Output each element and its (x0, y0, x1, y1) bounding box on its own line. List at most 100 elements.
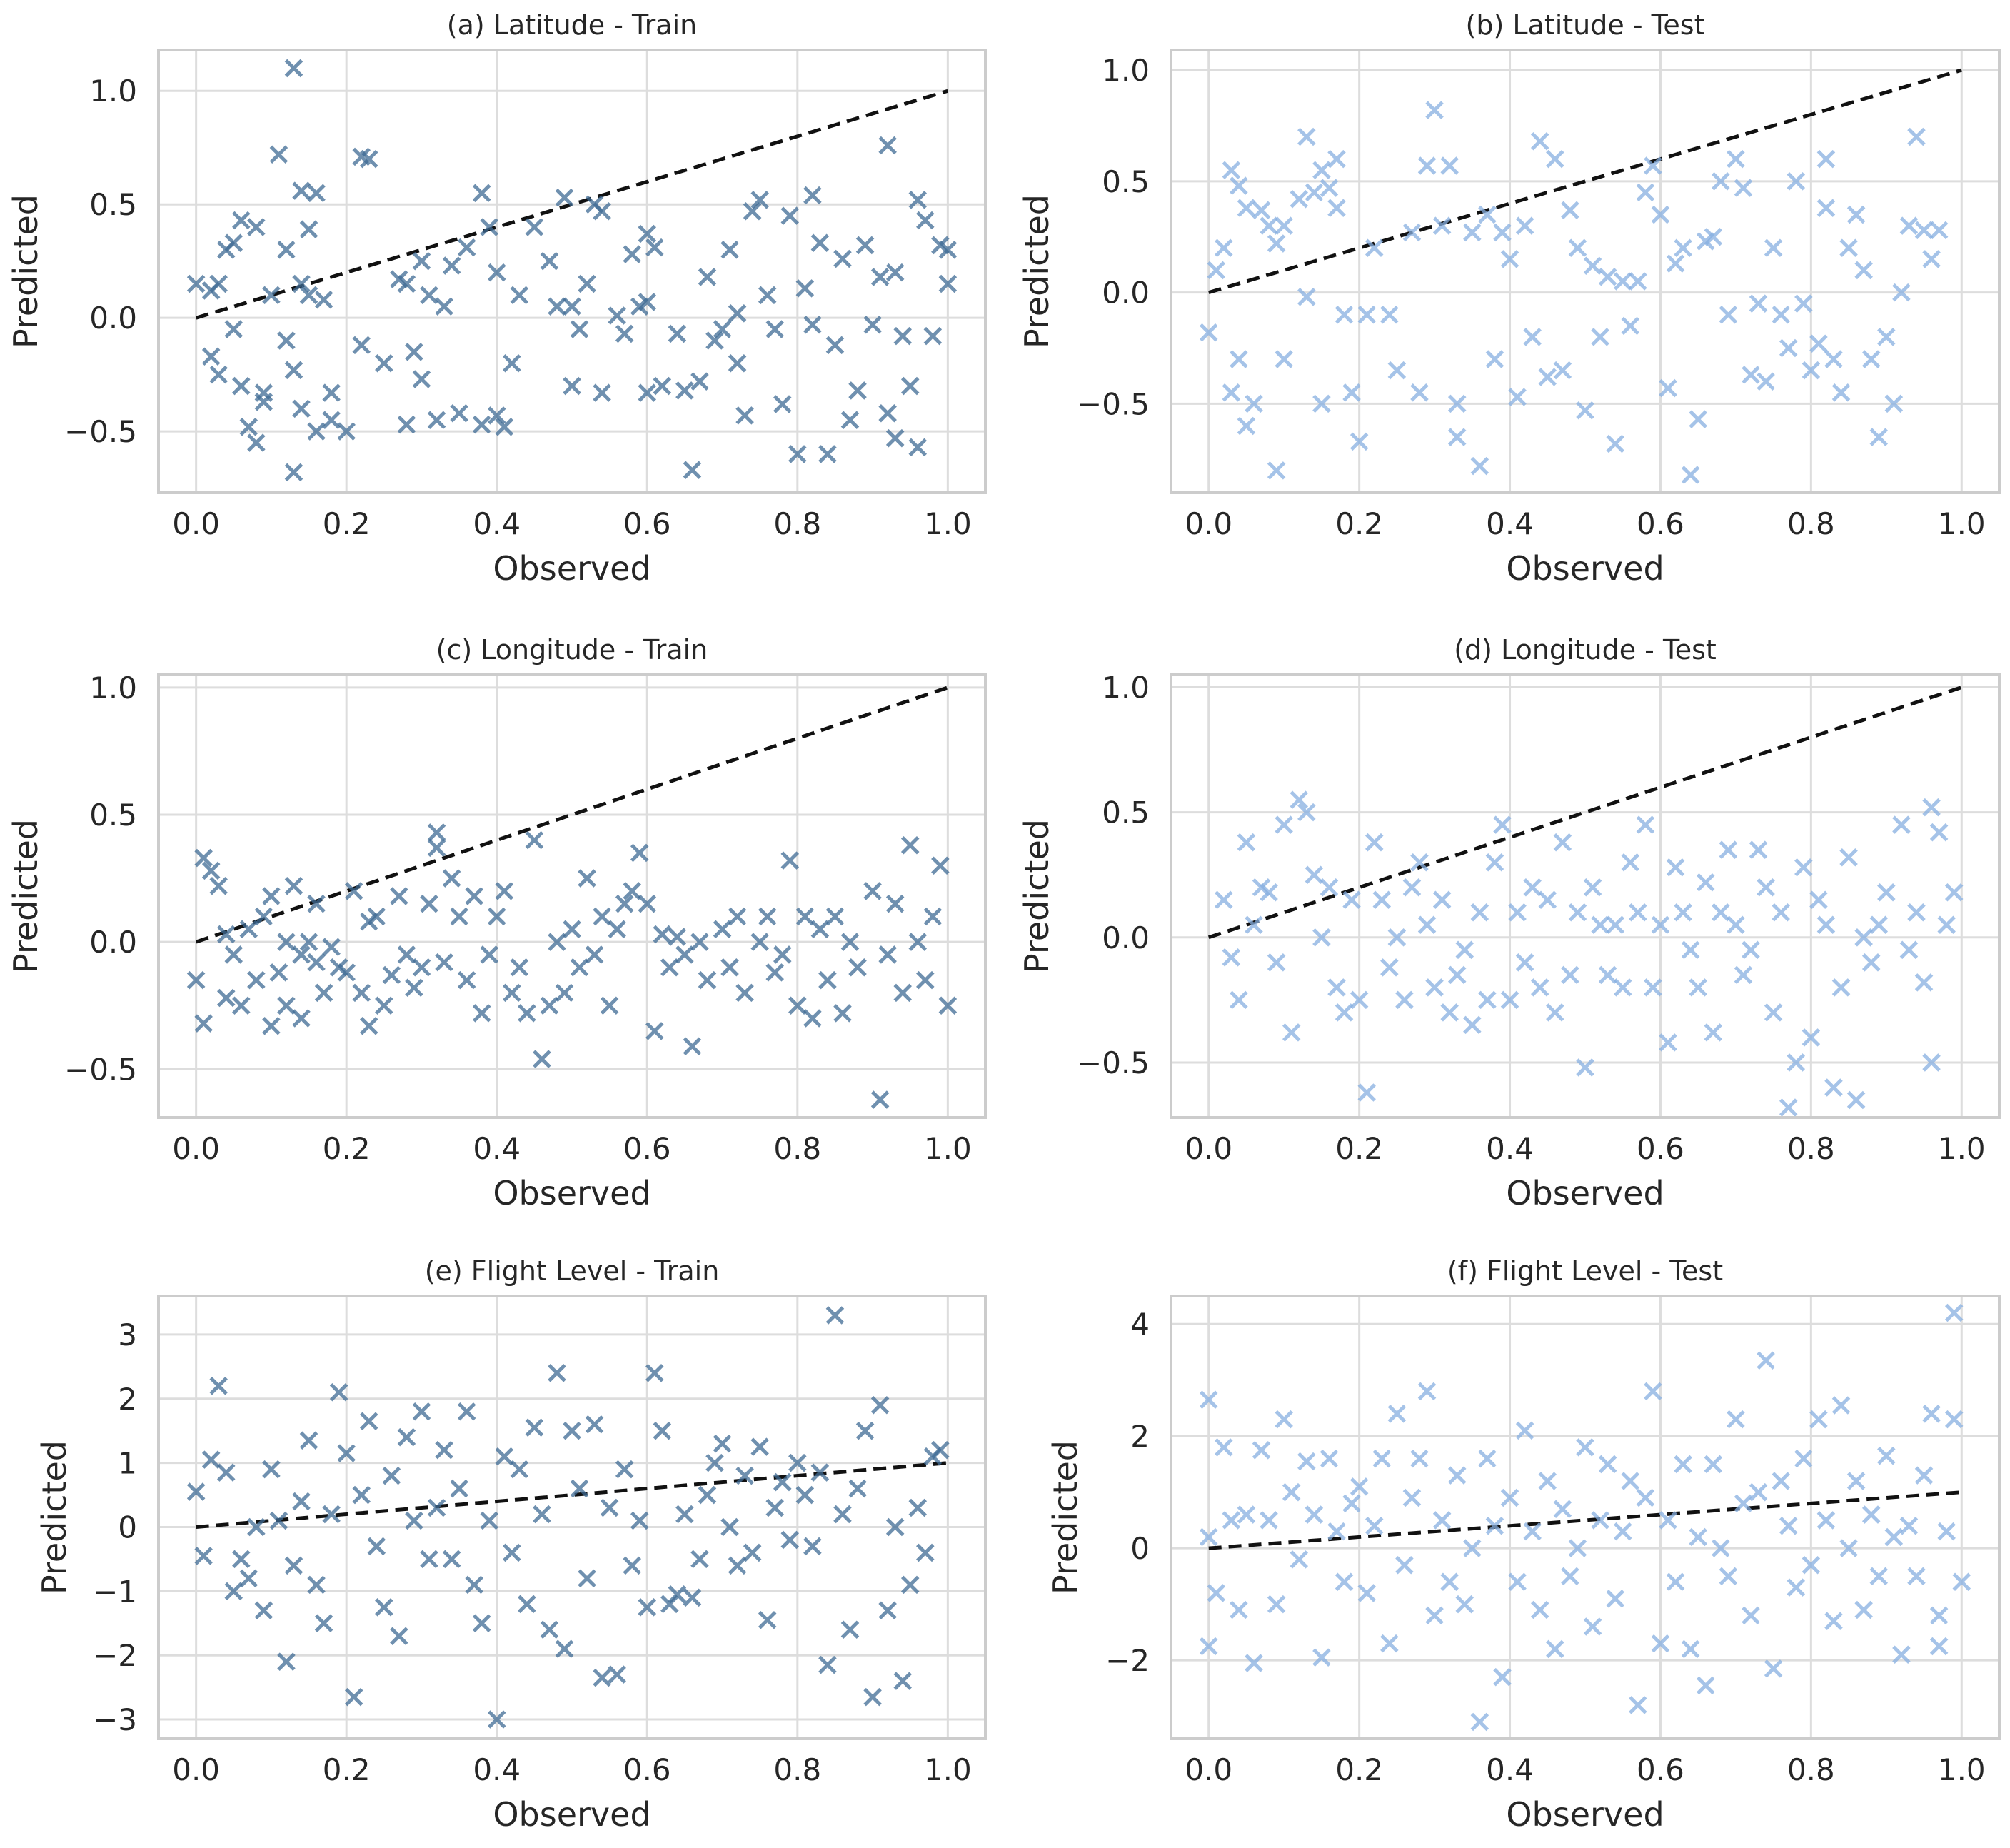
data-point-marker (1651, 205, 1670, 224)
data-point-marker (525, 830, 544, 850)
data-point-marker (1598, 1455, 1617, 1474)
data-point-marker (1779, 338, 1798, 358)
data-point-marker (472, 1614, 491, 1633)
data-point-marker (1561, 965, 1579, 985)
y-tick-label: 1.0 (1102, 53, 1150, 88)
data-point-marker (1944, 1410, 1964, 1429)
data-point-marker (900, 376, 920, 396)
data-point-marker (540, 996, 559, 1015)
y-tick-label: 0.5 (89, 798, 137, 833)
data-point-marker (1712, 1539, 1730, 1557)
data-point-marker (292, 181, 311, 200)
data-point-marker (916, 211, 935, 230)
data-point-marker (885, 428, 905, 448)
data-point-marker (1523, 1522, 1542, 1541)
data-point-marker (216, 1463, 236, 1482)
data-point-marker (578, 869, 596, 888)
data-point-marker (480, 1511, 498, 1530)
data-point-marker (645, 238, 664, 257)
plot-frame (1170, 673, 2001, 1119)
data-point-marker (224, 945, 243, 964)
data-point-marker (1290, 189, 1309, 209)
data-point-marker (1613, 1522, 1632, 1541)
data-point-marker (1794, 294, 1813, 313)
data-point-marker (1515, 216, 1534, 235)
data-point-marker (224, 320, 243, 338)
data-point-marker (1877, 328, 1896, 346)
data-point-marker (457, 238, 476, 257)
data-point-marker (1485, 350, 1504, 368)
data-point-marker (1689, 410, 1707, 428)
data-point-marker (1230, 176, 1248, 195)
data-point-marker (1561, 201, 1579, 220)
x-tick-label: 0.6 (623, 1131, 671, 1166)
data-point-marker (1538, 1472, 1557, 1490)
data-point-marker (216, 925, 236, 944)
data-point-marker (533, 1050, 551, 1068)
data-point-marker (1297, 288, 1316, 306)
data-point-marker (1606, 1590, 1624, 1608)
data-point-marker (1275, 1410, 1293, 1429)
data-point-marker (1914, 221, 1934, 240)
data-point-marker (750, 933, 769, 951)
plot-frame (1170, 49, 2001, 494)
data-point-marker (1719, 305, 1738, 324)
data-point-marker (600, 1498, 619, 1517)
data-point-marker (1230, 990, 1248, 1010)
data-point-marker (201, 861, 221, 880)
x-tick-label: 0.2 (323, 1131, 371, 1166)
data-point-marker (1402, 878, 1422, 897)
y-tick-label: −1 (93, 1574, 137, 1609)
x-tick-label: 0.4 (473, 506, 521, 541)
x-tick-label: 1.0 (1938, 506, 1986, 541)
x-tick-label: 0.8 (1787, 506, 1835, 541)
data-point-marker (720, 241, 739, 259)
data-point-marker (1357, 305, 1376, 324)
data-point-marker (382, 965, 401, 985)
x-tick-label: 0.2 (1335, 506, 1383, 541)
x-axis-label: Observed (1506, 1174, 1664, 1212)
data-point-marker (1305, 183, 1324, 202)
data-point-marker (1727, 149, 1745, 169)
x-axis-label: Observed (493, 549, 650, 588)
x-tick-label: 0.2 (1335, 1752, 1383, 1787)
data-point-marker (239, 1569, 258, 1588)
data-point-marker (427, 823, 446, 842)
data-point-marker (1696, 873, 1715, 892)
data-point-marker (870, 268, 890, 286)
data-point-marker (495, 1447, 514, 1466)
data-point-marker (555, 188, 574, 207)
data-point-marker (1877, 883, 1896, 902)
data-point-marker (908, 438, 928, 457)
data-point-marker (1222, 948, 1241, 967)
data-point-marker (1629, 903, 1647, 922)
y-axis-label: Predicted (1017, 194, 1056, 348)
data-point-marker (1530, 978, 1549, 997)
data-point-marker (593, 201, 611, 221)
data-point-marker (1809, 890, 1828, 910)
data-point-marker (367, 1537, 386, 1556)
data-point-marker (1772, 1472, 1790, 1490)
data-point-marker (465, 887, 483, 905)
x-tick-label: 0.4 (473, 1131, 521, 1166)
data-point-marker (630, 1511, 649, 1530)
y-tick-label: −3 (93, 1702, 137, 1737)
data-point-marker (480, 218, 498, 236)
data-point-marker (916, 1543, 935, 1562)
data-point-marker (232, 211, 251, 230)
data-point-marker (563, 920, 581, 939)
data-point-marker (683, 461, 702, 479)
data-point-marker (900, 1575, 920, 1595)
data-point-marker (1869, 1567, 1889, 1586)
data-point-marker (1297, 1452, 1316, 1471)
data-point-marker (1395, 1555, 1414, 1575)
data-point-marker (1779, 1517, 1798, 1535)
data-point-marker (1568, 903, 1587, 922)
data-point-marker (457, 970, 476, 990)
data-point-marker (216, 988, 236, 1008)
data-point-marker (465, 1575, 483, 1595)
data-point-marker (615, 324, 634, 343)
data-point-marker (840, 411, 860, 430)
y-tick-label: 1.0 (89, 671, 137, 705)
